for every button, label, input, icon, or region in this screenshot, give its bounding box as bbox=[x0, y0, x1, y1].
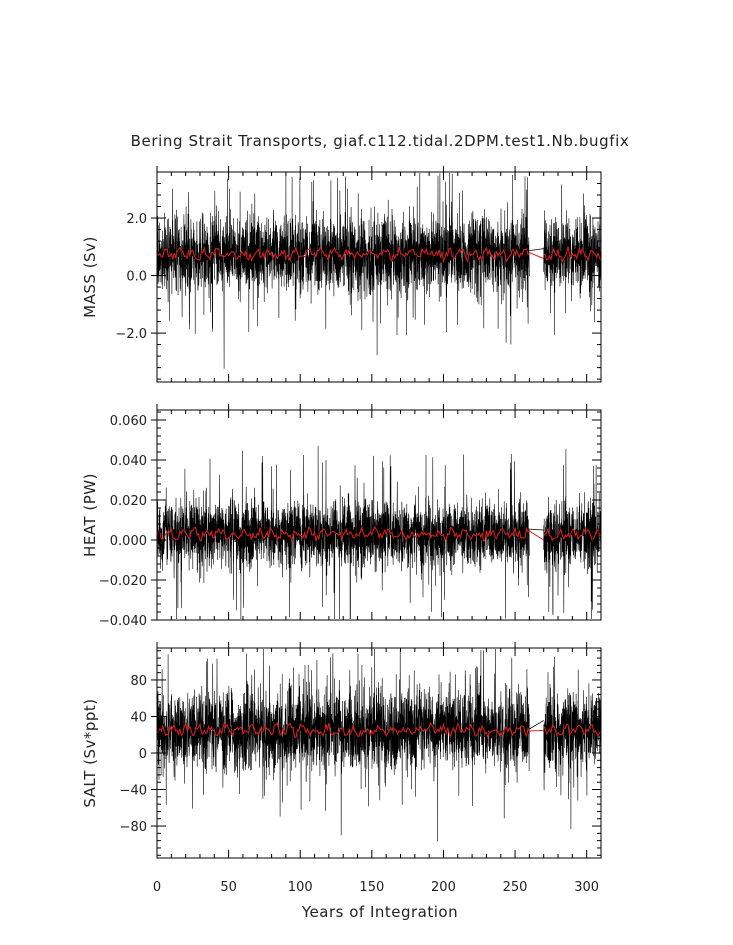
y-tick-label: −0.020 bbox=[99, 574, 147, 589]
y-tick-label: 0.060 bbox=[110, 414, 147, 429]
salt-y-axis-label: SALT (Sv*ppt) bbox=[81, 698, 99, 807]
mass-annual-series bbox=[156, 245, 602, 264]
mass-y-axis-label: MASS (Sv) bbox=[81, 236, 99, 318]
monthly-line-segment-0 bbox=[156, 172, 530, 369]
x-tick-label: 200 bbox=[431, 880, 456, 895]
monthly-line-segment-1 bbox=[543, 449, 602, 620]
y-tick-label: −80 bbox=[120, 820, 147, 835]
x-tick-label: 150 bbox=[359, 880, 384, 895]
y-tick-label: 0.000 bbox=[110, 534, 147, 549]
salt-axis-ticks: −80 −40 0 40 80 bbox=[120, 642, 602, 858]
heat-y-axis-label: HEAT (PW) bbox=[81, 473, 99, 557]
annual-line-segment-1 bbox=[543, 723, 602, 738]
y-tick-label: −40 bbox=[120, 784, 147, 799]
y-tick-label: 40 bbox=[130, 710, 147, 725]
y-tick-label: 0.020 bbox=[110, 494, 147, 509]
y-tick-label: −2.0 bbox=[115, 327, 147, 342]
annual-line-segment-0 bbox=[156, 721, 530, 740]
monthly-line-segment-1 bbox=[543, 184, 602, 335]
y-tick-label: −0.040 bbox=[99, 614, 147, 629]
annual-line-segment-1 bbox=[543, 527, 602, 542]
heat-panel: −0.040 −0.020 0.000 0.020 0.040 0.060 HEAT (P… bbox=[81, 404, 602, 629]
heat-panel-frame bbox=[156, 409, 602, 621]
monthly-gap-connector bbox=[529, 248, 544, 252]
x-axis-label: Years of Integration bbox=[301, 903, 458, 921]
annual-gap-connector bbox=[529, 729, 544, 732]
annual-gap-connector bbox=[529, 530, 544, 541]
annual-line-segment-0 bbox=[156, 525, 530, 542]
salt-panel-frame bbox=[156, 647, 602, 859]
y-tick-label: 0 bbox=[139, 747, 147, 762]
y-tick-label: 2.0 bbox=[126, 212, 147, 227]
heat-annual-series bbox=[156, 525, 602, 542]
salt-panel: −80 −40 0 40 80 SALT (Sv*ppt) bbox=[81, 642, 602, 859]
x-tick-label: 250 bbox=[503, 880, 528, 895]
mass-panel: −2.0 0.0 2.0 MASS (Sv) bbox=[81, 166, 602, 383]
monthly-line-segment-0 bbox=[156, 648, 530, 842]
y-tick-label: 0.0 bbox=[126, 270, 147, 285]
x-tick-label: 0 bbox=[153, 880, 161, 895]
y-tick-label: 0.040 bbox=[110, 454, 147, 469]
salt-monthly-series bbox=[156, 648, 602, 842]
monthly-gap-connector bbox=[529, 720, 544, 730]
annual-line-segment-1 bbox=[543, 246, 602, 263]
mass-axis-ticks: −2.0 0.0 2.0 bbox=[115, 166, 602, 382]
x-tick-labels: 0 50 100 150 200 250 300 bbox=[153, 880, 599, 895]
monthly-gap-connector bbox=[529, 528, 544, 531]
x-tick-label: 300 bbox=[574, 880, 599, 895]
heat-axis-ticks: −0.040 −0.020 0.000 0.020 0.040 0.060 bbox=[99, 404, 602, 629]
y-tick-label: 80 bbox=[130, 674, 147, 689]
annual-line-segment-0 bbox=[156, 245, 530, 264]
chart-title: Bering Strait Transports, giaf.c112.tida… bbox=[131, 132, 630, 150]
x-tick-label: 100 bbox=[288, 880, 313, 895]
heat-monthly-series bbox=[156, 445, 602, 620]
x-tick-label: 50 bbox=[220, 880, 237, 895]
annual-gap-connector bbox=[529, 252, 544, 260]
monthly-line-segment-1 bbox=[543, 656, 602, 830]
mass-panel-frame bbox=[156, 171, 602, 383]
monthly-line-segment-0 bbox=[156, 445, 530, 620]
salt-annual-series bbox=[156, 721, 602, 740]
mass-monthly-series bbox=[156, 172, 602, 369]
